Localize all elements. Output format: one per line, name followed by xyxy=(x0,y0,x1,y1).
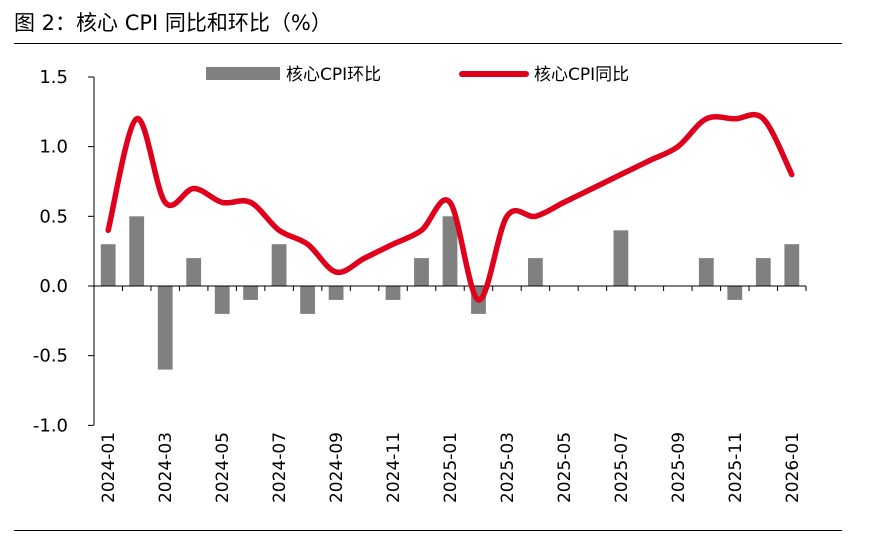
y-tick-label: 1.0 xyxy=(39,137,68,158)
bar-2024-03 xyxy=(157,286,173,370)
legend-bar-swatch xyxy=(206,67,280,80)
bars-layer xyxy=(100,216,800,370)
bar-2024-04 xyxy=(186,258,202,286)
line-layer xyxy=(105,111,795,303)
bar-2024-11 xyxy=(385,286,401,300)
x-tick-label: 2024-11 xyxy=(384,432,404,503)
bar-2024-01 xyxy=(100,244,116,286)
bar-2026-01 xyxy=(784,244,800,286)
bar-2025-07 xyxy=(613,230,629,286)
x-tick-label: 2025-03 xyxy=(498,432,518,503)
x-tick-label: 2024-03 xyxy=(156,432,176,503)
legend: 核心CPI环比 核心CPI同比 xyxy=(206,65,629,85)
x-tick-label: 2025-05 xyxy=(555,432,575,503)
x-tick-label: 2024-07 xyxy=(270,432,290,503)
legend-bar-label: 核心CPI环比 xyxy=(286,65,381,85)
bar-2024-05 xyxy=(214,286,230,314)
x-tick-label: 2025-01 xyxy=(441,432,461,503)
bar-2025-10 xyxy=(698,258,714,286)
x-tick-label: 2025-11 xyxy=(726,432,746,503)
y-tick-label: 0.0 xyxy=(39,276,68,297)
bar-2025-04 xyxy=(528,258,543,286)
bar-2024-09 xyxy=(328,286,344,300)
x-tick-label: 2024-05 xyxy=(213,432,233,503)
x-tick-label: 2026-01 xyxy=(783,432,803,503)
bottom-rule xyxy=(14,530,842,531)
y-tick-label: 0.5 xyxy=(39,206,68,227)
bar-2024-08 xyxy=(300,286,315,314)
bar-2025-12 xyxy=(755,258,771,286)
x-tick-label: 2024-09 xyxy=(327,432,347,503)
bar-2025-01 xyxy=(442,216,458,286)
figure-title: 图 2：核心 CPI 同比和环比（%） xyxy=(14,11,332,35)
bar-2024-02 xyxy=(129,216,145,286)
y-tick-label: -1.0 xyxy=(33,415,68,436)
legend-line-label: 核心CPI同比 xyxy=(534,65,629,85)
title-rule xyxy=(14,43,842,44)
y-tick-label: 1.5 xyxy=(39,67,68,88)
y-tick-label: -0.5 xyxy=(33,346,68,367)
bar-2024-07 xyxy=(271,244,287,286)
bar-2024-12 xyxy=(414,258,429,286)
x-tick-label: 2024-01 xyxy=(99,432,119,503)
bar-2024-06 xyxy=(243,286,258,300)
x-tick-label: 2025-07 xyxy=(612,432,632,503)
bar-2025-11 xyxy=(727,286,743,300)
x-tick-label: 2025-09 xyxy=(669,432,689,503)
axes-layer: 1.5 1.0 0.5 0.0 -0.5 -1.0 2024-01 2024-03 2024-0… xyxy=(33,67,807,503)
